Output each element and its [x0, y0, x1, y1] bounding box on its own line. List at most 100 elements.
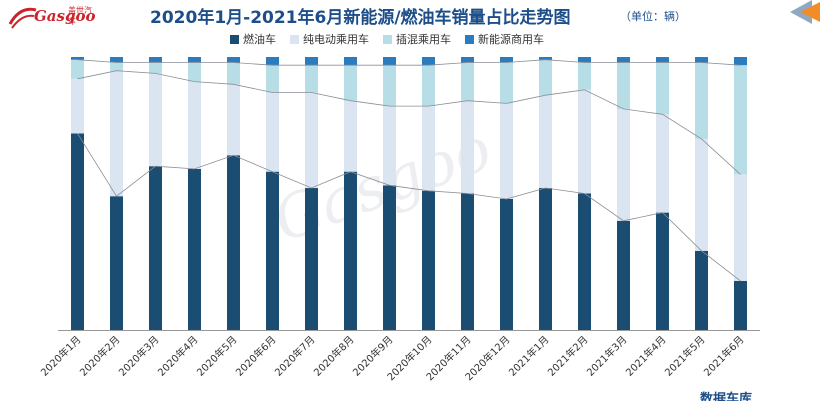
legend-item-fuel: 燃油车: [230, 30, 276, 48]
bar-fuel-16: [695, 250, 708, 330]
bar-fuel-2: [149, 166, 162, 330]
bar-fuel-13: [578, 193, 591, 330]
bar-phev-8: [383, 65, 396, 107]
bar-bev-10: [461, 100, 474, 194]
bar-bev-3: [188, 81, 201, 169]
bar-bev-2: [149, 73, 162, 167]
x-tick-label-4: 2020年5月: [194, 333, 240, 379]
chart-title: 2020年1月-2021年6月新能源/燃油车销量占比走势图: [150, 8, 571, 28]
x-tick-label-2: 2020年3月: [116, 333, 162, 379]
bar-fuel-10: [461, 193, 474, 330]
bar-phev-12: [539, 59, 552, 96]
bar-commercial-9: [422, 57, 435, 66]
legend-item-phev: 插混乘用车: [383, 30, 451, 48]
bar-bev-17: [734, 174, 747, 281]
logo-cn-text: 盖世汽车: [68, 6, 92, 26]
bar-fuel-4: [227, 155, 240, 330]
bar-phev-11: [500, 62, 513, 104]
x-tick-label-16: 2021年5月: [662, 333, 708, 379]
bar-phev-3: [188, 62, 201, 82]
bar-phev-13: [578, 62, 591, 90]
x-tick-label-6: 2020年7月: [272, 333, 318, 379]
bar-phev-15: [656, 62, 669, 115]
bar-fuel-11: [500, 198, 513, 330]
x-tick-label-13: 2021年2月: [545, 333, 591, 379]
x-tick-label-17: 2021年6月: [701, 333, 747, 379]
chart-legend: 燃油车 纯电动乘用车 插混乘用车 新能源商用车: [230, 30, 544, 48]
bar-commercial-1: [110, 57, 123, 63]
connector-line-bev: [77, 70, 741, 175]
bar-commercial-2: [149, 57, 162, 63]
bar-commercial-7: [344, 57, 357, 66]
x-tick-label-3: 2020年4月: [155, 333, 201, 379]
bar-bev-9: [422, 106, 435, 191]
bar-bev-7: [344, 100, 357, 172]
bar-fuel-15: [656, 212, 669, 330]
bar-commercial-16: [695, 57, 708, 63]
bar-bev-13: [578, 89, 591, 194]
bar-phev-5: [266, 65, 279, 93]
bar-phev-9: [422, 65, 435, 107]
bar-phev-4: [227, 62, 240, 85]
legend-swatch-fuel: [230, 34, 239, 44]
x-tick-label-15: 2021年4月: [623, 333, 669, 379]
bar-bev-11: [500, 103, 513, 199]
x-tick-label-0: 2020年1月: [38, 333, 84, 379]
bar-fuel-7: [344, 171, 357, 330]
logo-text: Gasgoo: [34, 7, 96, 25]
bar-commercial-5: [266, 57, 279, 66]
bar-phev-0: [71, 59, 84, 79]
legend-item-commercial: 新能源商用车: [465, 30, 544, 48]
bar-fuel-9: [422, 190, 435, 330]
bar-bev-5: [266, 92, 279, 172]
bar-bev-12: [539, 95, 552, 189]
bar-phev-14: [617, 62, 630, 109]
bar-commercial-0: [71, 57, 84, 60]
bar-phev-2: [149, 62, 162, 74]
bar-commercial-11: [500, 57, 513, 63]
bar-bev-4: [227, 84, 240, 156]
x-tick-label-12: 2021年1月: [506, 333, 552, 379]
bar-commercial-3: [188, 57, 201, 63]
x-tick-label-14: 2021年3月: [584, 333, 630, 379]
x-tick-label-7: 2020年8月: [311, 333, 357, 379]
legend-label-fuel: 燃油车: [243, 33, 276, 46]
x-tick-label-5: 2020年6月: [233, 333, 279, 379]
bar-phev-1: [110, 62, 123, 71]
bar-bev-16: [695, 138, 708, 251]
bar-commercial-14: [617, 57, 630, 63]
legend-swatch-bev: [290, 34, 299, 44]
corner-arrow-icon: [790, 0, 820, 24]
bar-fuel-8: [383, 185, 396, 330]
footer-mark: 数据车库: [700, 392, 753, 401]
bar-phev-10: [461, 62, 474, 101]
bar-fuel-6: [305, 188, 318, 330]
logo-mark-icon: [8, 7, 37, 29]
bar-commercial-12: [539, 57, 552, 60]
bar-fuel-1: [110, 196, 123, 330]
bar-bev-0: [71, 78, 84, 134]
bar-commercial-15: [656, 57, 669, 63]
bar-phev-7: [344, 65, 357, 101]
bar-bev-1: [110, 70, 123, 197]
legend-swatch-phev: [383, 34, 392, 44]
chart-unit: （单位：辆）: [620, 10, 686, 23]
bar-fuel-12: [539, 188, 552, 330]
bar-bev-15: [656, 114, 669, 213]
bar-fuel-5: [266, 171, 279, 330]
bar-commercial-10: [461, 57, 474, 63]
bar-phev-6: [305, 65, 318, 93]
gasgoo-logo: Gasgoo 盖世汽车: [8, 2, 98, 32]
bar-commercial-6: [305, 57, 318, 66]
bar-phev-16: [695, 62, 708, 139]
legend-label-phev: 插混乘用车: [396, 33, 451, 46]
bar-fuel-17: [734, 280, 747, 330]
legend-label-commercial: 新能源商用车: [478, 33, 544, 46]
connector-line-phev: [77, 59, 741, 66]
legend-swatch-commercial: [465, 34, 474, 44]
bar-fuel-14: [617, 220, 630, 330]
bar-commercial-17: [734, 57, 747, 66]
x-tick-label-1: 2020年2月: [77, 333, 123, 379]
